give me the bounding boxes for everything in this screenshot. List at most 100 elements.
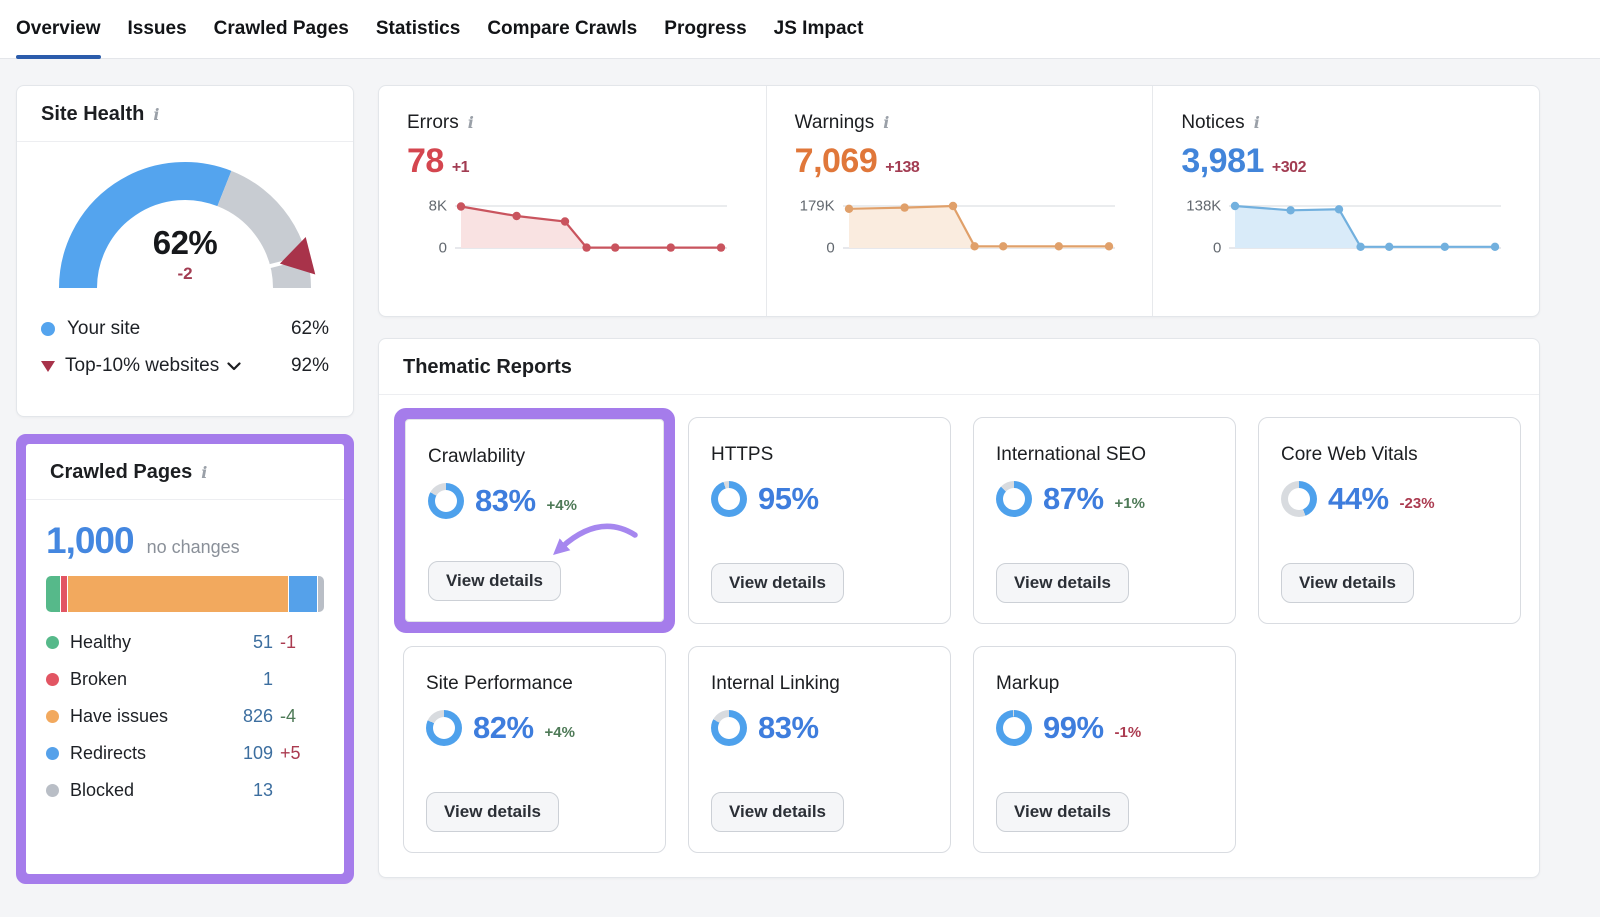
bar-segment [66, 576, 288, 612]
legend-row-blocked: Blocked 13 [46, 780, 318, 801]
notices-y-min: 0 [1212, 239, 1222, 257]
nav-tab-statistics[interactable]: Statistics [375, 18, 461, 39]
legend-row-have-issues: Have issues 826 -4 [46, 706, 318, 727]
internal-linking-title: Internal Linking [711, 673, 840, 694]
redirects-label: Redirects [70, 743, 147, 763]
international-seo-delta: +1% [1114, 494, 1145, 512]
view-details-button[interactable]: View details [711, 563, 845, 603]
thematic-card-crawlability: Crawlability 83% +4% [405, 419, 664, 622]
healthy-value[interactable]: 51 [252, 632, 273, 652]
healthy-delta: -1 [280, 632, 297, 652]
international-seo-title: International SEO [996, 444, 1146, 465]
bar-segment [46, 576, 60, 612]
errors-trend-chart: 8K 0 [407, 195, 736, 259]
chevron-down-icon[interactable] [227, 361, 241, 371]
core-web-vitals-donut [1281, 481, 1317, 517]
crawled-pages-total: 1,000 [46, 520, 135, 561]
legend-row-broken: Broken 1 [46, 669, 318, 690]
thematic-card-site-performance: Site Performance 82% +4% View details [403, 646, 666, 853]
warnings-column: Warnings i 7,069 +138 179K 0 [765, 86, 1153, 316]
legend-row-healthy: Healthy 51 -1 [46, 632, 318, 653]
dashboard-body: Site Health i 62% -2 Your site 62% Top-1… [0, 59, 1600, 917]
crawlability-donut [428, 483, 464, 519]
redirects-dot [46, 747, 59, 760]
top-nav: Overview Issues Crawled Pages Statistics… [0, 0, 1600, 59]
your-site-value: 62% [290, 318, 329, 339]
core-web-vitals-percent: 44% [1328, 481, 1389, 516]
warnings-title: Warnings [794, 112, 875, 133]
warnings-delta: +138 [885, 159, 920, 176]
thematic-reports-card: Thematic Reports Crawlability 83% +4% [378, 338, 1540, 878]
view-details-button[interactable]: View details [996, 792, 1130, 832]
redirects-delta: +5 [280, 743, 301, 763]
errors-y-max: 8K [428, 197, 447, 215]
view-details-button[interactable]: View details [426, 792, 560, 832]
your-site-dot [41, 322, 55, 336]
legend-row-top10: Top-10% websites 92% [41, 355, 329, 377]
top10-triangle-icon [41, 360, 55, 372]
notices-title: Notices [1181, 112, 1245, 133]
nav-tab-crawled-pages[interactable]: Crawled Pages [213, 18, 349, 39]
crawlability-percent: 83% [475, 483, 536, 518]
crawled-pages-card: Crawled Pages i 1,000 no changes Healthy… [26, 444, 344, 874]
notices-trend-chart: 138K 0 [1181, 195, 1509, 259]
warnings-y-min: 0 [826, 239, 835, 257]
markup-delta: -1% [1114, 723, 1142, 741]
notices-value[interactable]: 3,981 [1181, 142, 1264, 180]
view-details-button[interactable]: View details [428, 561, 562, 601]
have-issues-delta: -4 [280, 706, 297, 726]
nav-tab-overview[interactable]: Overview [16, 0, 101, 59]
have-issues-label: Have issues [70, 706, 169, 726]
view-details-button[interactable]: View details [711, 792, 845, 832]
bar-segment [316, 576, 324, 612]
https-percent: 95% [758, 481, 819, 516]
crawlability-delta: +4% [546, 496, 577, 514]
thematic-card-markup: Markup 99% -1% View details [973, 646, 1236, 853]
have-issues-value[interactable]: 826 [242, 706, 273, 726]
site-health-score-delta: -2 [177, 264, 193, 283]
nav-tab-issues[interactable]: Issues [127, 18, 187, 39]
broken-value[interactable]: 1 [262, 669, 273, 689]
international-seo-percent: 87% [1043, 481, 1104, 516]
annotation-arrow-icon [553, 523, 638, 555]
warnings-value[interactable]: 7,069 [794, 142, 878, 180]
redirects-value[interactable]: 109 [242, 743, 273, 763]
bar-segment [59, 576, 67, 612]
healthy-dot [46, 636, 59, 649]
nav-tab-compare-crawls[interactable]: Compare Crawls [487, 18, 638, 39]
blocked-value[interactable]: 13 [252, 780, 273, 800]
broken-dot [46, 673, 59, 686]
internal-linking-percent: 83% [758, 710, 819, 745]
site-health-card: Site Health i 62% -2 Your site 62% Top-1… [16, 85, 354, 417]
view-details-button[interactable]: View details [996, 563, 1130, 603]
site-performance-title: Site Performance [426, 673, 573, 694]
info-icon[interactable]: i [883, 113, 890, 132]
thematic-card-core-web-vitals: Core Web Vitals 44% -23% View details [1258, 417, 1521, 624]
top10-value: 92% [290, 355, 329, 376]
info-icon[interactable]: i [1253, 113, 1260, 132]
crawled-pages-highlight: Crawled Pages i 1,000 no changes Healthy… [16, 434, 354, 884]
internal-linking-donut [711, 710, 747, 746]
crawlability-highlight: Crawlability 83% +4% [394, 408, 675, 633]
notices-y-max: 138K [1186, 197, 1222, 215]
errors-y-min: 0 [438, 239, 447, 257]
nav-tab-js-impact[interactable]: JS Impact [773, 18, 864, 39]
crawled-pages-title: Crawled Pages [50, 461, 193, 483]
errors-delta: +1 [451, 159, 470, 176]
errors-title: Errors [407, 112, 459, 133]
warnings-trend-chart: 179K 0 [795, 195, 1123, 259]
site-performance-donut [426, 710, 462, 746]
info-icon[interactable]: i [153, 104, 160, 124]
nav-tab-progress[interactable]: Progress [664, 18, 747, 39]
info-icon[interactable]: i [201, 462, 208, 482]
site-health-gauge: 62% -2 [59, 161, 316, 294]
view-details-button[interactable]: View details [1281, 563, 1415, 603]
core-web-vitals-title: Core Web Vitals [1281, 444, 1418, 465]
thematic-reports-title: Thematic Reports [403, 356, 572, 378]
info-icon[interactable]: i [467, 113, 474, 132]
markup-donut [996, 710, 1032, 746]
top10-label: Top-10% websites [65, 355, 220, 376]
markup-title: Markup [996, 673, 1060, 694]
errors-value[interactable]: 78 [407, 142, 444, 180]
warnings-y-max: 179K [799, 197, 835, 215]
